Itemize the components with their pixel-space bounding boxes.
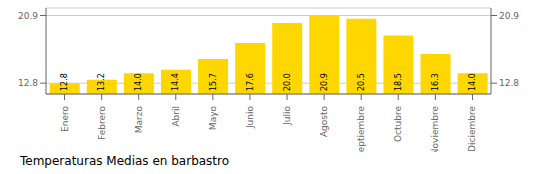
svg-text:14.4: 14.4: [171, 73, 180, 91]
svg-text:Enero: Enero: [60, 106, 70, 132]
svg-text:17.6: 17.6: [246, 73, 255, 91]
svg-text:20.5: 20.5: [357, 73, 366, 91]
svg-text:Diciembre: Diciembre: [467, 106, 477, 152]
svg-text:14.0: 14.0: [468, 73, 477, 91]
svg-text:Julio: Julio: [282, 106, 292, 126]
svg-text:12.8: 12.8: [499, 78, 519, 88]
svg-text:20.9: 20.9: [320, 73, 329, 91]
svg-text:18.5: 18.5: [394, 73, 403, 91]
svg-text:Agosto: Agosto: [319, 106, 329, 138]
svg-text:Abril: Abril: [171, 106, 181, 127]
svg-text:12.8: 12.8: [18, 78, 38, 88]
svg-text:20.9: 20.9: [499, 11, 519, 21]
svg-text:20.9: 20.9: [18, 11, 38, 21]
svg-text:Marzo: Marzo: [134, 106, 144, 134]
svg-text:Febrero: Febrero: [97, 106, 107, 140]
svg-text:20.0: 20.0: [283, 73, 292, 91]
svg-text:12.8: 12.8: [60, 73, 69, 91]
svg-text:Noviembre: Noviembre: [430, 106, 440, 152]
svg-text:13.2: 13.2: [97, 73, 106, 91]
html-text:Temperaturas Medias en barbast: Temperaturas Medias en barbastro: [20, 154, 230, 168]
svg-text:14.0: 14.0: [134, 73, 143, 91]
svg-text:Junio: Junio: [245, 106, 255, 130]
svg-text:15.7: 15.7: [209, 73, 218, 91]
svg-text:16.3: 16.3: [431, 73, 440, 91]
svg-text:Mayo: Mayo: [208, 106, 218, 131]
svg-text:Septiembre: Septiembre: [356, 106, 366, 152]
svg-text:Octubre: Octubre: [393, 106, 403, 142]
